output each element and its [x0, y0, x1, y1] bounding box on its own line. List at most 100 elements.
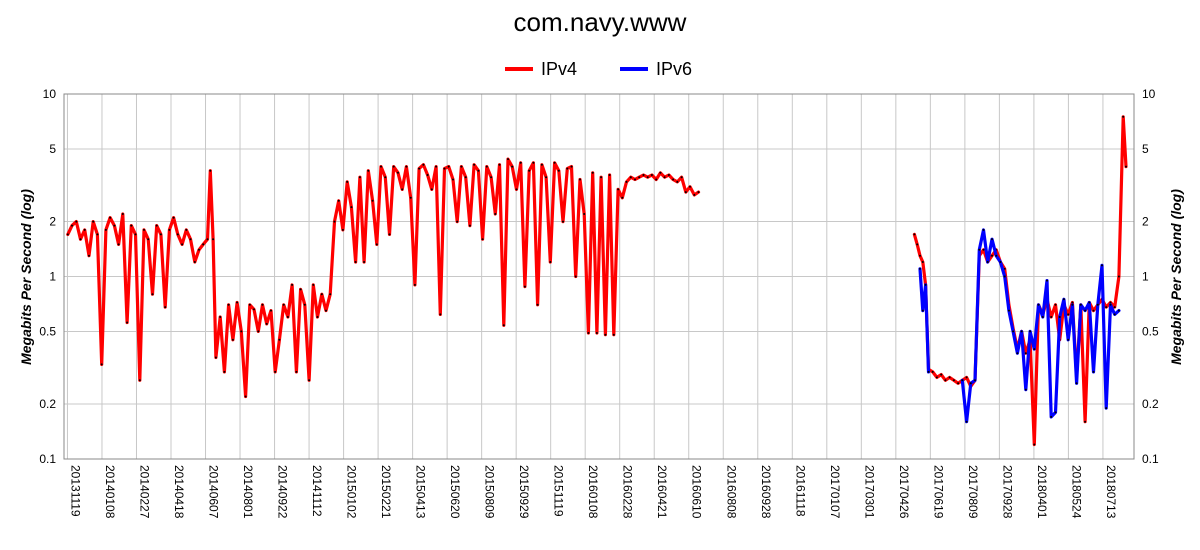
x-tick-label: 20160928: [759, 465, 773, 519]
data-point: [634, 178, 636, 181]
x-tick-label: 20150413: [414, 465, 428, 519]
x-tick-label: 20150929: [517, 465, 531, 519]
data-point: [212, 238, 215, 241]
series-line: [66, 115, 1128, 447]
data-point: [346, 180, 349, 183]
data-point: [1113, 306, 1116, 309]
y-axis-right: 0.1 0.2 0.5 1 2 5 10: [1142, 87, 1159, 466]
x-tick-label: 20160808: [724, 465, 738, 519]
data-point: [350, 206, 353, 209]
data-point: [1007, 309, 1010, 312]
data-point: [270, 309, 272, 312]
data-point: [303, 303, 306, 306]
data-point: [1041, 316, 1044, 318]
data-point: [924, 283, 927, 286]
data-point: [1084, 420, 1087, 423]
x-tick-label: 20140418: [172, 465, 186, 519]
x-tick-label: 20140607: [207, 465, 221, 519]
legend-label: IPv4: [541, 59, 577, 79]
data-point: [1109, 303, 1112, 306]
data-point: [130, 224, 133, 227]
data-point: [919, 254, 921, 257]
data-point: [299, 288, 302, 291]
data-point: [138, 379, 141, 382]
data-point: [650, 174, 653, 176]
data-point: [562, 220, 564, 223]
data-point: [384, 176, 387, 179]
data-point: [667, 174, 670, 176]
legend: IPv4 IPv6: [505, 59, 692, 79]
data-point: [295, 370, 298, 373]
data-point: [965, 420, 968, 423]
data-point: [1054, 411, 1057, 414]
data-point: [443, 167, 446, 170]
data-point: [248, 303, 251, 306]
data-point: [1058, 316, 1061, 318]
data-point: [536, 303, 539, 306]
data-point: [83, 228, 86, 231]
data-point: [1105, 306, 1108, 309]
data-point: [965, 376, 968, 379]
data-point: [583, 213, 586, 215]
data-point: [75, 220, 78, 223]
data-point: [672, 178, 675, 181]
data-point: [401, 188, 404, 191]
data-point: [511, 165, 514, 168]
y-tick-label: 0.2: [39, 397, 56, 411]
data-point: [1054, 303, 1057, 306]
data-point: [676, 180, 679, 183]
data-point: [579, 178, 581, 181]
y-axis-left: 0.1 0.2 0.5 1 2 5 10: [39, 87, 56, 466]
data-point: [1050, 415, 1053, 418]
x-tick-label: 20150102: [345, 465, 359, 519]
data-point: [944, 379, 947, 382]
data-point: [219, 316, 222, 318]
data-point: [991, 254, 993, 257]
data-point: [545, 176, 548, 179]
data-point: [612, 333, 615, 336]
y-tick-label: 2: [49, 215, 56, 229]
y-tick-label: 0.2: [1142, 397, 1159, 411]
data-point: [1016, 352, 1019, 355]
data-point: [1092, 370, 1095, 373]
data-point: [481, 238, 484, 241]
data-point: [689, 185, 691, 188]
data-point: [291, 283, 294, 286]
data-point: [629, 176, 632, 179]
data-point: [380, 165, 382, 168]
data-point: [147, 238, 150, 241]
data-point: [1062, 298, 1065, 301]
x-tick-label: 20140108: [103, 465, 117, 519]
data-point: [1071, 303, 1074, 306]
y-tick-label: 1: [49, 270, 56, 284]
data-point: [1088, 301, 1091, 304]
data-point: [168, 228, 171, 231]
data-point: [435, 165, 438, 168]
data-point: [418, 167, 421, 170]
data-point: [659, 171, 662, 174]
x-tick-label: 20160108: [586, 465, 600, 519]
x-tick-label: 20170107: [828, 465, 842, 519]
data-point: [587, 332, 590, 334]
x-tick-label: 20160421: [655, 465, 669, 519]
y-tick-label: 2: [1142, 215, 1149, 229]
data-point: [974, 379, 976, 382]
data-point: [143, 228, 145, 231]
data-point: [358, 176, 361, 179]
series-points: [66, 115, 1127, 446]
data-point: [574, 275, 577, 278]
data-point: [257, 330, 260, 333]
data-point: [329, 293, 332, 296]
data-point: [1075, 382, 1078, 385]
data-point: [405, 165, 408, 168]
data-point: [931, 370, 934, 373]
data-point: [1117, 275, 1120, 278]
data-point: [189, 238, 192, 241]
legend-label: IPv6: [656, 59, 692, 79]
data-point: [261, 303, 264, 306]
x-tick-label: 20170809: [966, 465, 980, 519]
data-point: [278, 338, 281, 341]
data-point: [986, 261, 989, 263]
data-point: [528, 169, 531, 172]
data-point: [333, 220, 336, 223]
